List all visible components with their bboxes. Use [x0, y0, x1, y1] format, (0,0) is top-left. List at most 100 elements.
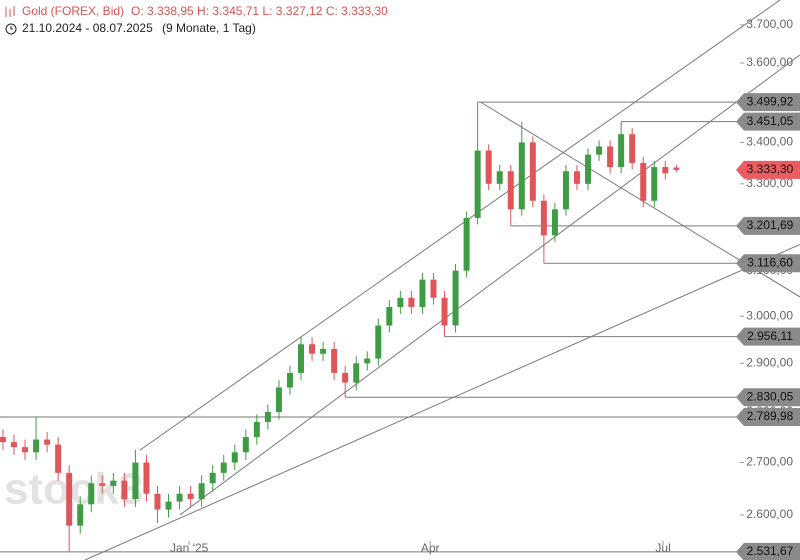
- y-tick-label: 2.700,00: [746, 455, 793, 469]
- candle-body: [518, 142, 525, 210]
- candle-body: [629, 134, 636, 163]
- candle-body: [132, 462, 139, 500]
- x-tick-label: Jul: [655, 541, 670, 555]
- level-label: 2.789,98: [747, 409, 794, 423]
- candle-body: [44, 439, 51, 445]
- y-tick-label: 2.900,00: [746, 355, 793, 369]
- y-tick-label: 2.600,00: [746, 507, 793, 521]
- candle-body: [375, 325, 382, 359]
- y-tick-label: 3.000,00: [746, 308, 793, 322]
- candle-body: [485, 150, 492, 184]
- header-icon: [5, 6, 15, 17]
- level-label: 3.201,69: [747, 218, 794, 232]
- candle-body: [264, 412, 271, 422]
- candle-body: [165, 501, 172, 510]
- candle-body: [176, 493, 183, 502]
- candle-body: [408, 297, 415, 307]
- level-box: [736, 327, 800, 346]
- candle-body: [474, 150, 481, 218]
- level-label: 3.499,92: [747, 94, 794, 108]
- y-tick-label: 3.600,00: [746, 55, 793, 69]
- clock-icon: [5, 23, 17, 35]
- level-label: 2.956,11: [747, 329, 793, 343]
- candle-body: [551, 209, 558, 236]
- x-tick-label: Apr: [421, 541, 440, 555]
- y-tick-label: 3.400,00: [746, 135, 793, 149]
- candle-body: [242, 437, 249, 453]
- candle-body: [640, 162, 647, 201]
- candle-body: [529, 142, 536, 201]
- candle-body: [386, 306, 393, 326]
- candle-body: [66, 472, 73, 526]
- candle-body: [596, 146, 603, 155]
- clock-hands: [10, 26, 13, 30]
- x-tick-label: Jan '25: [170, 541, 209, 555]
- trend-line: [84, 244, 800, 560]
- candle-body: [88, 483, 95, 505]
- trend-line: [179, 54, 800, 516]
- candle-body: [662, 167, 669, 174]
- candle-body: [463, 217, 470, 271]
- trend-line: [139, 0, 781, 451]
- level-box: [736, 112, 800, 131]
- last-price-box: [736, 160, 800, 179]
- candle-body: [253, 421, 260, 438]
- candle-body: [585, 154, 592, 184]
- candle-body: [286, 372, 293, 388]
- candle-body: [143, 462, 150, 494]
- candle-body: [320, 348, 327, 354]
- level-label: 3.451,05: [747, 114, 794, 128]
- level-box: [736, 93, 800, 112]
- candle-body: [198, 483, 205, 500]
- level-box: [736, 388, 800, 407]
- candle-body: [33, 439, 40, 453]
- candle-body: [187, 493, 194, 500]
- level-box: [736, 542, 800, 560]
- candle-body: [298, 344, 305, 373]
- candle-body: [275, 387, 282, 413]
- candle-body: [496, 171, 503, 184]
- watermark: stock3: [4, 465, 143, 514]
- last-price-label: 3.333,30: [747, 162, 794, 176]
- candle-body: [342, 372, 349, 383]
- level-box: [736, 407, 800, 426]
- candle-body: [507, 171, 514, 210]
- candle-body: [364, 358, 371, 364]
- candle-body: [99, 483, 106, 486]
- ohlc-text: O: 3.338,95 H: 3.345,71 L: 3.327,12 C: 3…: [131, 4, 388, 18]
- candle-body: [397, 297, 404, 307]
- candle-body: [22, 447, 29, 453]
- period: (9 Monate, 1 Tag): [162, 21, 256, 35]
- candle-body: [353, 363, 360, 383]
- candle-body: [562, 171, 569, 210]
- candle-body: [231, 452, 238, 463]
- candle-body: [309, 344, 316, 354]
- level-label: 2.531,67: [747, 544, 794, 558]
- candle-body: [77, 504, 84, 526]
- level-box: [736, 216, 800, 235]
- candle-body: [673, 167, 680, 170]
- candle-body: [618, 134, 625, 168]
- y-tick-label: 3.300,00: [746, 176, 793, 190]
- candle-body: [419, 279, 426, 307]
- date-range: 21.10.2024 - 08.07.2025: [22, 21, 153, 35]
- candle-body: [10, 442, 17, 448]
- candle-body: [540, 200, 547, 236]
- chart-title: Gold (FOREX, Bid): [22, 4, 124, 18]
- candle-body: [121, 480, 128, 500]
- candle-body: [573, 171, 580, 184]
- candle-body: [607, 146, 614, 168]
- level-label: 3.116,60: [747, 255, 793, 269]
- candle-body: [430, 279, 437, 298]
- candle-body: [209, 472, 216, 484]
- candle-body: [220, 462, 227, 473]
- y-tick-label: 3.700,00: [746, 17, 793, 31]
- candle-body: [441, 297, 448, 326]
- candle-body: [331, 348, 338, 373]
- candle-body: [110, 480, 117, 486]
- candle-body: [0, 437, 6, 443]
- candle-body: [452, 270, 459, 326]
- candle-body: [651, 167, 658, 201]
- level-label: 2.830,05: [747, 389, 794, 403]
